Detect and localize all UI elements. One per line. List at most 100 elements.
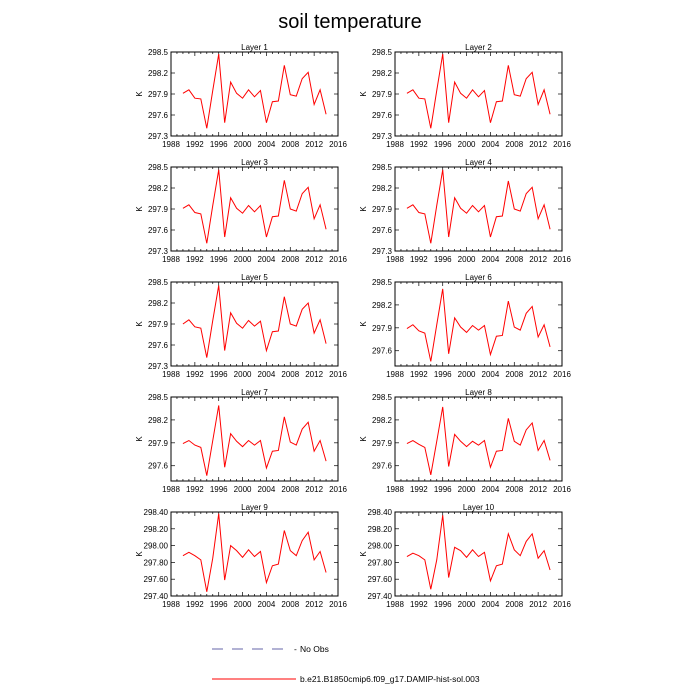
y-tick-label: 297.3 [148, 132, 169, 141]
x-tick-label: 2000 [234, 140, 252, 149]
series-line [182, 54, 327, 129]
y-tick-label: 298.5 [372, 48, 393, 57]
x-tick-label: 1988 [386, 485, 404, 494]
y-tick-label: 298.2 [148, 69, 169, 78]
x-tick-label: 2008 [281, 485, 299, 494]
panel-layer-4: Layer 4 1988 1992 1996 2000 2004 2008 2012 2016 2… [359, 158, 571, 264]
y-tick-label: 297.6 [148, 462, 169, 471]
panel-layer-8: Layer 8 1988 1992 1996 2000 2004 2008 2012 2016 2… [359, 388, 571, 494]
y-tick-label: 297.9 [148, 320, 169, 329]
y-axis-label: K [135, 321, 144, 327]
y-axis-label: K [135, 91, 144, 97]
y-tick-label: 298.5 [148, 393, 169, 402]
y-tick-label: 298.2 [148, 299, 169, 308]
plot-frame [394, 51, 563, 137]
series-line [182, 513, 327, 592]
y-tick-label: 298.20 [144, 525, 169, 534]
panel-title: Layer 3 [241, 158, 268, 167]
y-tick-label: 298.40 [144, 508, 169, 517]
y-tick-label: 297.9 [372, 205, 393, 214]
y-tick-label: 298.2 [372, 416, 393, 425]
series-line [406, 169, 551, 244]
y-tick-label: 298.2 [148, 184, 169, 193]
y-tick-label: 297.60 [368, 575, 393, 584]
y-tick-label: 297.6 [372, 111, 393, 120]
figure-title: soil temperature [278, 11, 421, 33]
x-tick-label: 2016 [329, 485, 347, 494]
y-tick-label: 298.5 [372, 278, 393, 287]
y-axis-label: K [359, 206, 368, 212]
panel-layer-5: Layer 5 1988 1992 1996 2000 2004 2008 2012 2016 2… [135, 273, 347, 379]
x-tick-label: 1996 [210, 370, 228, 379]
y-tick-label: 297.80 [144, 558, 169, 567]
y-tick-label: 298.5 [148, 278, 169, 287]
x-tick-label: 2004 [258, 140, 276, 149]
x-tick-label: 2004 [482, 485, 500, 494]
plot-frame [170, 166, 339, 252]
x-tick-label: 1992 [410, 255, 428, 264]
x-tick-label: 2004 [258, 370, 276, 379]
x-tick-label: 2000 [458, 255, 476, 264]
y-tick-label: 298.40 [368, 508, 393, 517]
x-tick-label: 2000 [234, 255, 252, 264]
series-line [406, 406, 551, 475]
y-tick-label: 297.3 [148, 362, 169, 371]
legend-no-obs-label: No Obs [300, 644, 329, 654]
x-tick-label: 1988 [162, 370, 180, 379]
x-tick-label: 1988 [386, 140, 404, 149]
plot-frame [394, 166, 563, 252]
x-tick-label: 1996 [210, 485, 228, 494]
legend: - No Obs b.e21.B1850cmip6.f09_g17.DAMIP-… [212, 644, 480, 684]
x-tick-label: 2012 [305, 600, 323, 609]
y-tick-label: 298.2 [148, 416, 169, 425]
plot-frame [394, 396, 563, 482]
x-tick-label: 1996 [434, 370, 452, 379]
x-tick-label: 2000 [234, 370, 252, 379]
legend-run-label: b.e21.B1850cmip6.f09_g17.DAMIP-hist-sol.… [300, 674, 480, 684]
x-tick-label: 2016 [329, 255, 347, 264]
panel-layer-3: Layer 3 1988 1992 1996 2000 2004 2008 2012 2016 2… [135, 158, 347, 264]
x-tick-label: 1992 [186, 600, 204, 609]
x-tick-label: 1992 [186, 140, 204, 149]
y-tick-label: 297.9 [372, 439, 393, 448]
panel-title: Layer 2 [465, 43, 492, 52]
series-line [182, 285, 327, 358]
panel-title: Layer 5 [241, 273, 268, 282]
panel-title: Layer 6 [465, 273, 492, 282]
panel-title: Layer 8 [465, 388, 492, 397]
x-tick-label: 2000 [458, 600, 476, 609]
y-tick-label: 298.5 [372, 163, 393, 172]
x-tick-label: 2008 [505, 485, 523, 494]
y-tick-label: 298.00 [368, 542, 393, 551]
y-tick-label: 297.9 [148, 90, 169, 99]
series-line [182, 405, 327, 476]
x-tick-label: 1992 [186, 370, 204, 379]
y-axis-label: K [135, 436, 144, 442]
x-tick-label: 2008 [505, 600, 523, 609]
y-tick-label: 298.20 [368, 525, 393, 534]
x-tick-label: 1988 [386, 600, 404, 609]
x-tick-label: 2016 [553, 370, 571, 379]
x-tick-label: 1992 [186, 255, 204, 264]
x-tick-label: 1988 [162, 485, 180, 494]
y-axis-label: K [359, 436, 368, 442]
series-line [406, 515, 551, 590]
y-tick-label: 298.00 [144, 542, 169, 551]
x-tick-label: 2004 [258, 485, 276, 494]
x-tick-label: 2004 [482, 370, 500, 379]
plot-frame [170, 51, 339, 137]
y-axis-label: K [135, 551, 144, 557]
x-tick-label: 2008 [281, 140, 299, 149]
x-tick-label: 2012 [305, 255, 323, 264]
x-tick-label: 2012 [305, 140, 323, 149]
x-tick-label: 1988 [162, 255, 180, 264]
x-tick-label: 2008 [505, 140, 523, 149]
y-axis-label: K [359, 551, 368, 557]
x-tick-label: 1992 [410, 485, 428, 494]
y-tick-label: 297.6 [148, 111, 169, 120]
y-tick-label: 297.6 [148, 341, 169, 350]
x-tick-label: 2004 [258, 255, 276, 264]
plot-frame [394, 281, 563, 367]
x-tick-label: 1988 [162, 600, 180, 609]
